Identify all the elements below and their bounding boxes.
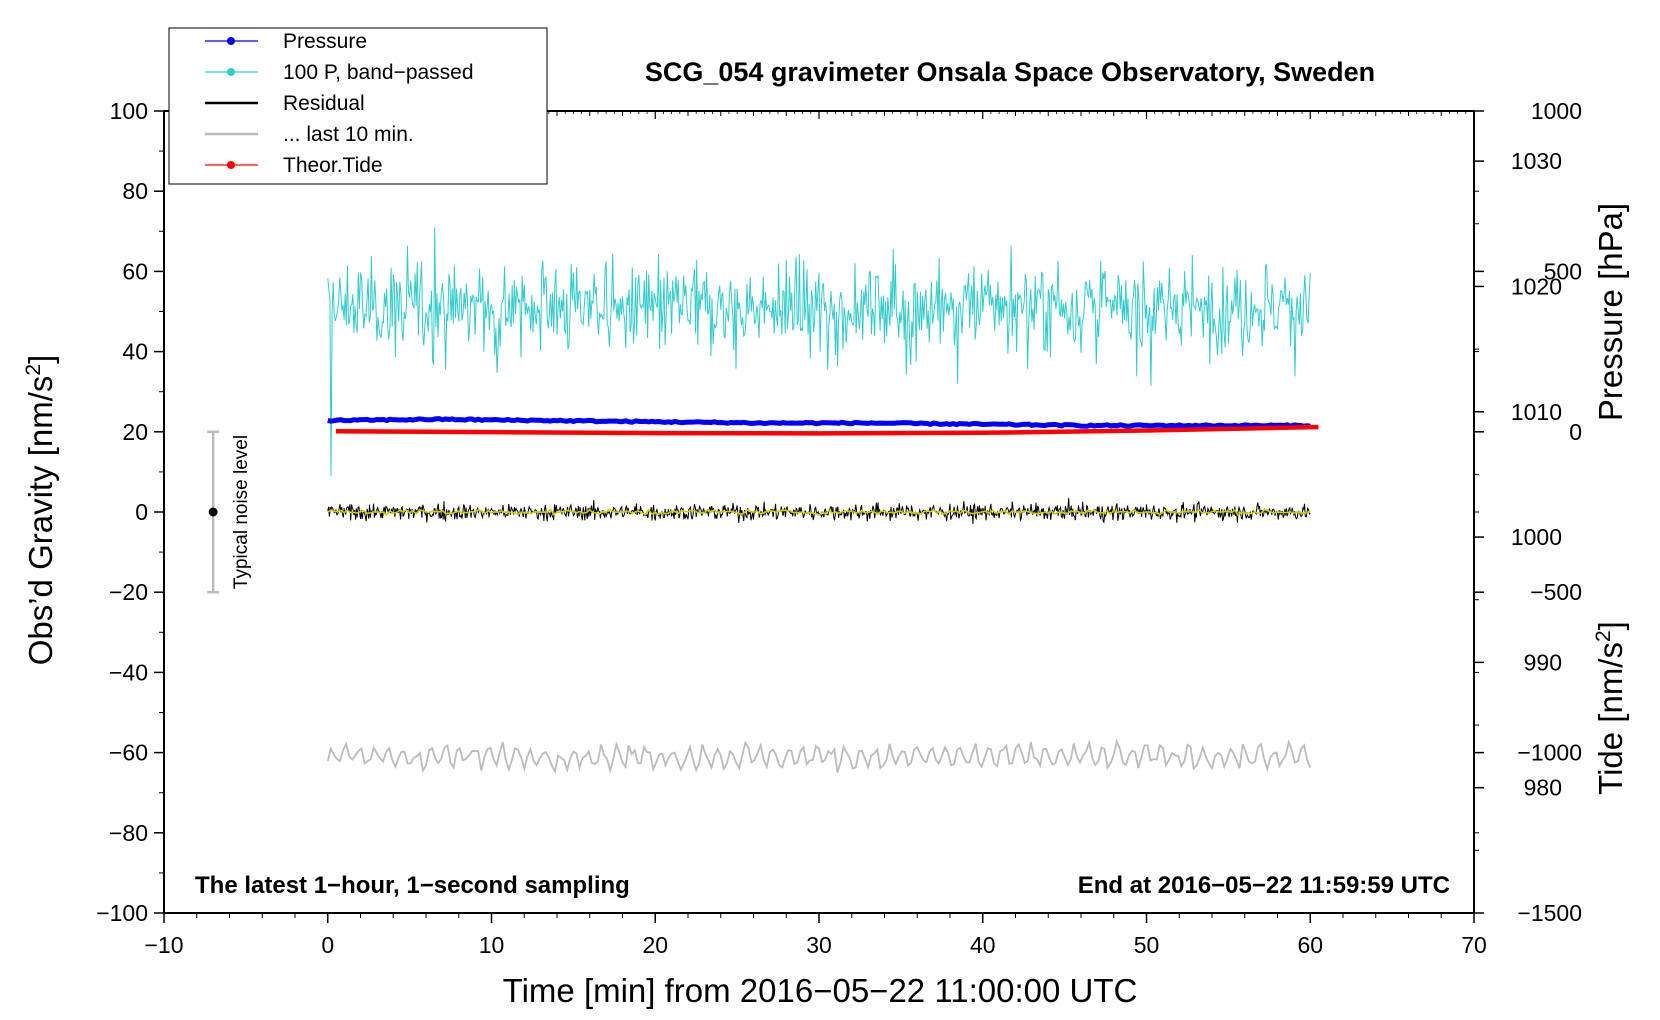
legend-marker [227,161,235,169]
tide-tick-label: −1000 [1517,740,1582,766]
note-end-time: End at 2016−05−22 11:59:59 UTC [1078,872,1450,899]
legend-label: Residual [283,92,365,115]
y-tick-label: 0 [135,499,148,525]
x-tick-label: 40 [970,932,996,958]
y-tick-label: −60 [109,740,148,766]
legend-label: 100 P, band−passed [283,61,474,84]
pressure-tick-label: 1030 [1511,148,1562,174]
x-tick-label: 30 [806,932,832,958]
legend: Pressure 100 P, band−passed Residual ... la… [168,27,548,185]
y-axis-title-left-end: ] [22,355,59,364]
note-sampling: The latest 1−hour, 1−second sampling [195,872,630,899]
x-tick-label: 50 [1134,932,1160,958]
tide-tick-label: −500 [1530,579,1582,605]
y-axis-title-tide-main: Tide [nm/s [1592,642,1629,795]
legend-box [168,27,548,185]
y-tick-label: 80 [122,178,148,204]
x-tick-label: 60 [1297,932,1323,958]
legend-label: Theor.Tide [283,154,383,177]
y-tick-label: 20 [122,419,148,445]
noise-label: Typical noise level [231,435,252,589]
axes-layer: −10 0 10 20 30 40 50 60 70−100−80−60−40−20020406… [96,98,1582,958]
y-tick-label: 60 [122,258,148,284]
x-tick-label: 20 [642,932,668,958]
y-tick-label: 100 [110,98,148,124]
pressure-tick-label: 990 [1524,649,1562,675]
series-residual-smoothed-line [327,508,1311,517]
series-last-10-min-line [326,738,1312,775]
series-bandpassed-pressure-line [327,227,1311,476]
y-axis-title-left-main: Obs’d Gravity [nm/s [22,376,59,666]
y-axis-title-pressure: Pressure [hPa] [1592,203,1629,421]
y-axis-title-tide-end: ] [1592,621,1629,630]
legend-marker [227,37,235,45]
tide-tick-label: 500 [1544,258,1582,284]
x-axis-title: Time [min] from 2016−05−22 11:00:00 UTC [503,972,1138,1009]
pressure-tick-label: 1000 [1511,524,1562,550]
x-tick-label: 0 [321,932,334,958]
legend-label: ... last 10 min. [283,123,414,146]
y-axis-title-left-sup: 2 [22,364,45,376]
tide-tick-label: 0 [1569,419,1582,445]
series-pressure-line [327,416,1311,429]
y-tick-label: −80 [109,820,148,846]
y-axis-title-left: Obs’d Gravity [nm/s2] [22,355,59,666]
x-tick-label: 70 [1461,932,1487,958]
x-tick-label: 10 [479,932,505,958]
tide-tick-label: 1000 [1531,98,1582,124]
y-axis-title-tide: Tide [nm/s2] [1592,621,1629,795]
chart-title: SCG_054 gravimeter Onsala Space Observat… [645,57,1375,87]
y-tick-label: −100 [96,900,148,926]
noise-bar-center-point [208,507,218,517]
plot-layer: Typical noise level [207,227,1319,775]
pressure-tick-label: 1020 [1511,273,1562,299]
pressure-tick-label: 1010 [1511,399,1562,425]
y-tick-label: −20 [109,579,148,605]
pressure-tick-label: 980 [1524,775,1562,801]
tide-tick-label: −1500 [1517,900,1582,926]
legend-label: Pressure [283,30,367,53]
series-theoretical-tide-line [335,424,1319,436]
x-tick-label: −10 [144,932,183,958]
legend-marker [227,68,235,76]
y-tick-label: −40 [109,659,148,685]
y-tick-label: 40 [122,339,148,365]
y-axis-title-tide-sup: 2 [1592,630,1615,642]
